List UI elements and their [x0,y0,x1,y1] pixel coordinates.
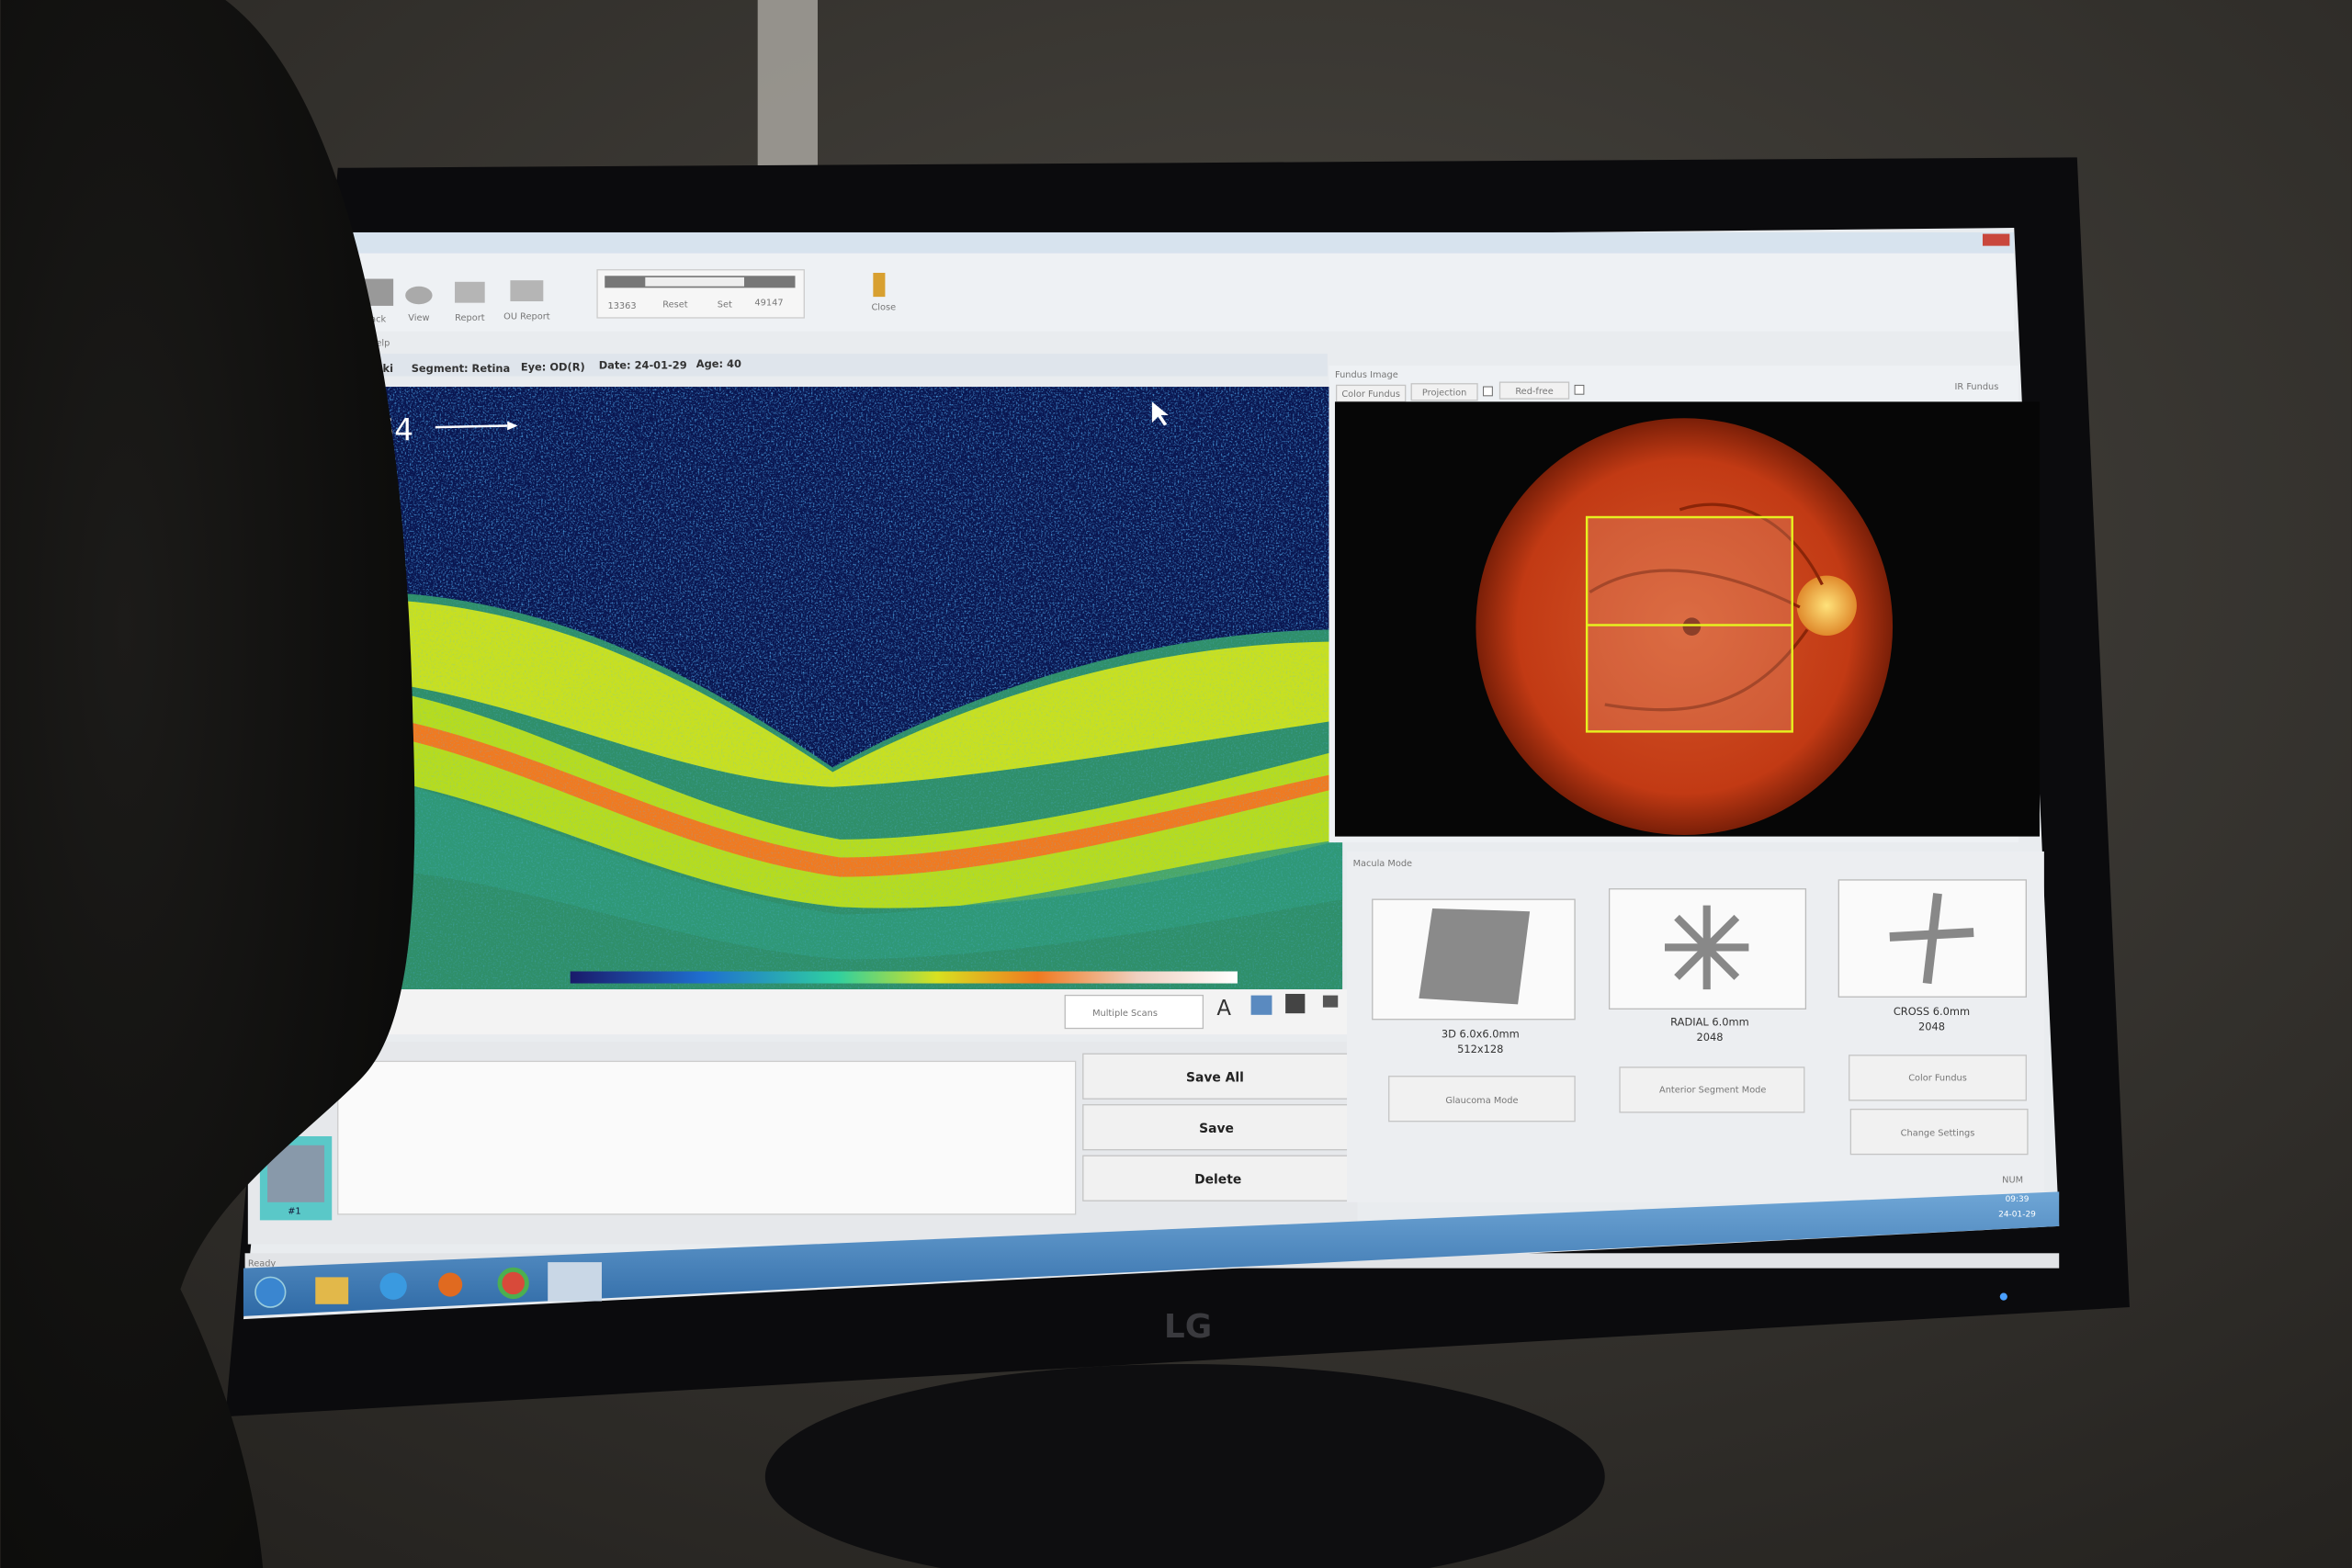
report-icon[interactable] [455,281,485,303]
action-buttons: Save All Save Delete [1082,1053,1354,1201]
patient-bar [360,354,1328,377]
text-tool[interactable]: A [1216,997,1231,1021]
scan-detail[interactable]: 512x128 [1457,1043,1503,1055]
cursor [1151,401,1169,426]
delete-button[interactable] [1082,1155,1354,1201]
status-text: Ready [248,1259,277,1269]
radial-icon [1665,905,1749,990]
foreground-person [0,0,415,1568]
scan-name[interactable]: 3D 6.0x6.0mm [1442,1028,1520,1041]
fundus-title: Fundus Image [1335,370,1398,380]
view-icon[interactable] [405,286,433,305]
thumbnail-label: #1 [288,1207,300,1217]
monitor-stand [764,1364,1605,1568]
mode-label[interactable]: Color Fundus [1908,1073,1967,1083]
slider-min: 13363 [607,301,636,311]
mode-button[interactable] [1849,1055,2027,1101]
tab-label[interactable]: Red-free [1515,387,1553,397]
power-led [1999,1292,2007,1301]
mode-button[interactable] [1619,1066,1805,1113]
cross-icon [1889,893,1974,985]
save-label[interactable]: Save [1199,1122,1234,1136]
notes-area [337,1060,1077,1215]
slider-max: 49147 [754,299,783,309]
scan-tiles: 3D 6.0x6.0mm 512x128 RADIAL 6.0mm 2048 C… [1372,879,2027,1055]
color-bar [570,971,1238,984]
ou-report-icon[interactable] [510,280,544,302]
chrome-icon[interactable] [497,1267,529,1300]
date: Date: 24-01-29 [599,359,687,372]
toolbar-button[interactable]: View [408,313,429,323]
fovea [1682,617,1702,636]
tab-label[interactable]: IR Fundus [1955,382,1999,392]
tab-label[interactable]: Projection [1422,389,1466,399]
mode-label[interactable]: Change Settings [1901,1129,1975,1139]
title-bar [353,231,2015,254]
fundus-tabs: Color Fundus Projection Red-free IR Fund… [1335,381,1999,403]
scan-detail[interactable]: 2048 [1696,1031,1723,1043]
close-window[interactable] [1982,233,2010,246]
oct-controls [382,989,1351,1035]
save-all-button[interactable] [1082,1053,1351,1100]
brand: LG [1164,1308,1212,1346]
oct-image [382,387,1343,990]
menu-help[interactable]: Help [369,339,390,349]
macula-title: Macula Mode [1353,859,1412,869]
taskbar [243,1191,2060,1316]
slider-set[interactable]: Set [718,299,732,310]
segment: Segment: Retina [412,362,511,375]
scan-arrow-head [507,421,518,431]
scan-name[interactable]: CROSS 6.0mm [1894,1005,1970,1018]
close-icon[interactable] [873,273,886,298]
grayscale-tool[interactable] [1285,993,1306,1014]
save-button[interactable] [1082,1104,1351,1151]
oct-app-icon[interactable] [548,1262,602,1302]
delete-label[interactable]: Delete [1194,1172,1241,1187]
toolbar-button[interactable]: OU Report [503,311,550,321]
clock-date: 24-01-29 [1998,1210,2036,1219]
scan-mode-select[interactable] [1064,994,1204,1030]
scan-arrow [435,424,508,429]
num-lock: NUM [2002,1175,2023,1185]
save-all-label[interactable]: Save All [1186,1070,1244,1085]
mode-label[interactable]: Glaucoma Mode [1445,1096,1518,1106]
toolbar-button[interactable]: Report [455,313,485,323]
toolbar-button[interactable]: back [365,315,387,325]
cube-icon [1419,908,1531,1005]
eye: Eye: OD(R) [521,360,585,373]
checkbox[interactable] [1574,384,1585,395]
start-button[interactable] [254,1276,287,1308]
optic-disc [1796,575,1857,636]
tab[interactable] [1410,383,1478,401]
explorer-icon[interactable] [315,1277,349,1304]
ie-icon[interactable] [379,1272,407,1300]
tab[interactable] [1498,381,1570,400]
checkbox[interactable] [1483,386,1493,397]
mode-button[interactable] [1849,1108,2029,1156]
slider-reset[interactable]: Reset [662,299,687,310]
scan-name[interactable]: RADIAL 6.0mm [1670,1015,1749,1028]
extra-tool[interactable] [1322,995,1339,1008]
clock-time: 09:39 [2006,1195,2030,1204]
age: Age: 40 [696,357,741,370]
mode-label[interactable]: Anterior Segment Mode [1659,1085,1766,1095]
toolbar-buttons: back View Report OU Report [360,278,550,325]
tab-label[interactable]: Color Fundus [1341,389,1400,400]
media-icon[interactable] [438,1272,463,1297]
scan-mode[interactable]: Multiple Scans [1092,1009,1158,1019]
pole [757,0,818,173]
slider-range[interactable] [645,276,745,287]
close-button[interactable]: Close [871,303,896,313]
scan-detail[interactable]: 2048 [1918,1020,1945,1032]
mode-buttons: Glaucoma Mode Anterior Segment Mode Colo… [1388,1055,2029,1156]
mode-button[interactable] [1388,1076,1576,1122]
palette-tool[interactable] [1250,995,1272,1015]
vessels [1589,502,1824,712]
